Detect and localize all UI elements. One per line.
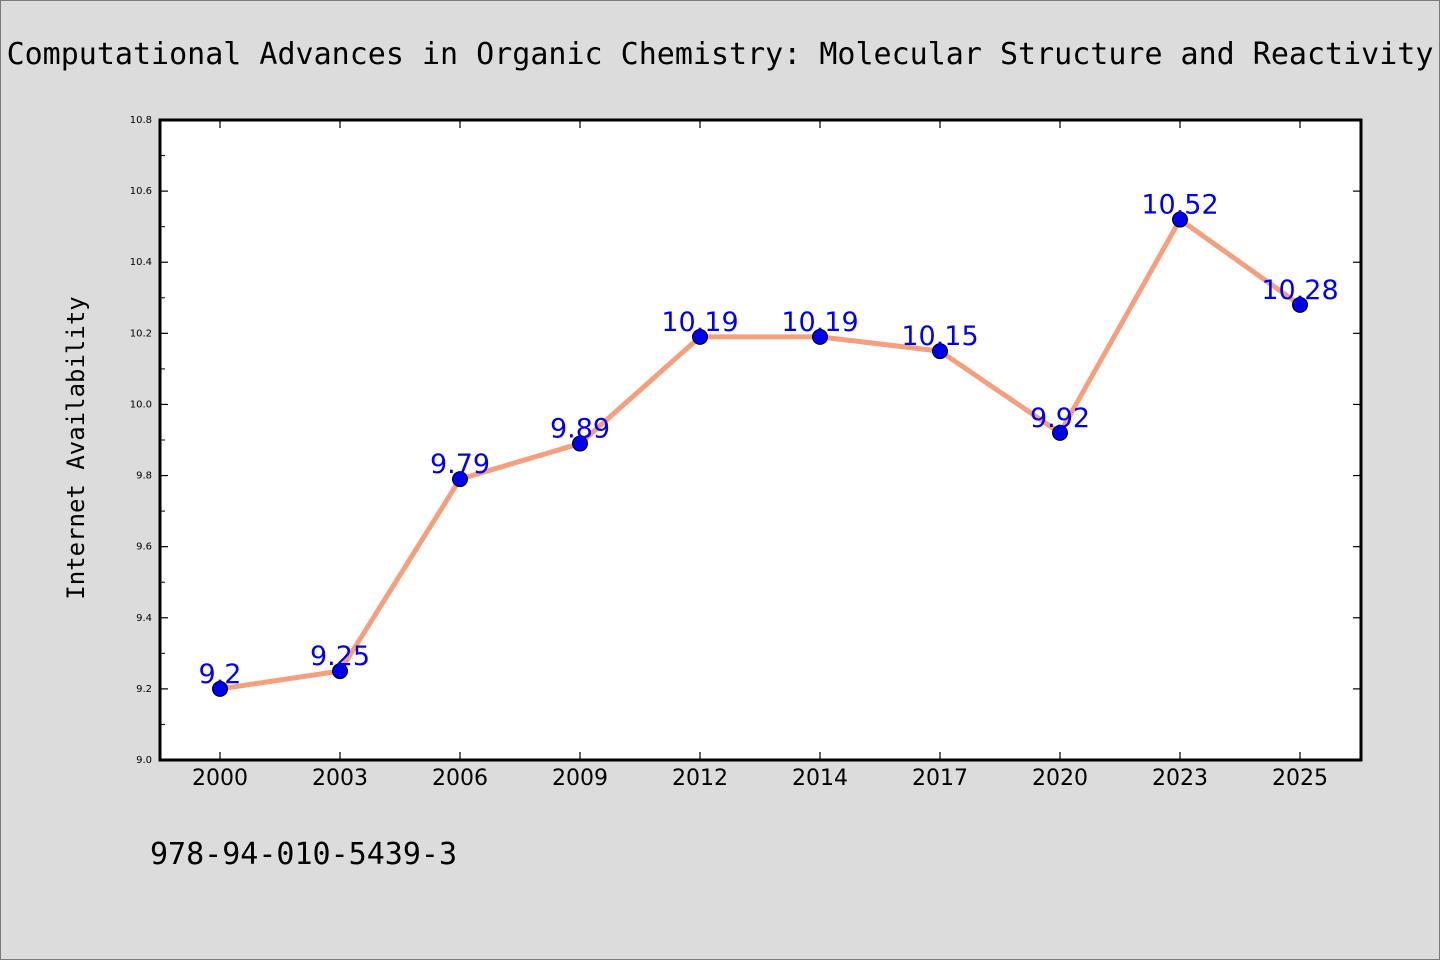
- x-tick-label: 2000: [192, 766, 248, 791]
- y-tick-label: 10.8: [130, 115, 152, 126]
- y-tick-label: 9.0: [136, 755, 152, 766]
- data-point: [332, 663, 348, 680]
- series-line: [217, 217, 1303, 692]
- data-point: [572, 435, 588, 452]
- series-layer: 9.2 9.25 9.79 9.89 10.19 10.19 10.15 9.92 10.52 1…: [199, 190, 1339, 697]
- x-tick-label: 2006: [432, 766, 488, 791]
- data-point: [692, 328, 708, 345]
- x-tick-label: 2020: [1032, 766, 1088, 791]
- y-tick-label: 10.0: [130, 399, 152, 410]
- data-label: 9.89: [550, 414, 610, 445]
- x-tick-label: 2017: [912, 766, 968, 791]
- y-tick-label: 9.6: [136, 542, 152, 553]
- x-tick-label: 2009: [552, 766, 608, 791]
- data-point: [1292, 296, 1308, 313]
- y-tick-label: 10.2: [130, 328, 152, 339]
- data-label: 10.52: [1141, 190, 1218, 221]
- y-axis: 9.0 9.2 9.4 9.6 9.8 10.0 10.2 10.4 10.6 10.8: [130, 115, 1361, 766]
- footer-code: 978-94-010-5439-3: [150, 837, 457, 872]
- y-axis-label: Internet Availability: [62, 296, 90, 599]
- x-tick-label: 2014: [792, 766, 848, 791]
- data-label: 10.28: [1261, 275, 1338, 306]
- data-label: 10.19: [661, 307, 738, 338]
- data-point: [812, 328, 828, 345]
- data-label: 10.19: [781, 307, 858, 338]
- y-tick-label: 9.4: [136, 613, 152, 624]
- data-point: [1172, 211, 1188, 228]
- y-tick-label: 10.4: [130, 257, 152, 268]
- data-point: [1052, 424, 1068, 441]
- chart-title: Computational Advances in Organic Chemis…: [7, 37, 1434, 72]
- data-label: 10.15: [901, 321, 978, 352]
- data-label: 9.92: [1030, 403, 1090, 434]
- x-tick-label: 2025: [1272, 766, 1328, 791]
- x-tick-label: 2023: [1152, 766, 1208, 791]
- data-point: [932, 343, 948, 360]
- y-tick-label: 9.2: [136, 684, 152, 695]
- y-tick-label: 10.6: [130, 186, 152, 197]
- x-axis: 2000 2003 2006 2009 2012 2014 2017 2020 2023 2025: [192, 120, 1328, 791]
- data-label: 9.79: [430, 449, 490, 480]
- data-label: 9.25: [310, 641, 370, 672]
- x-tick-label: 2003: [312, 766, 368, 791]
- data-point: [212, 680, 228, 697]
- x-tick-label: 2012: [672, 766, 728, 791]
- y-tick-label: 9.8: [136, 471, 152, 482]
- data-point: [452, 471, 468, 488]
- data-label: 9.2: [199, 659, 242, 690]
- plot-area: [158, 118, 1363, 762]
